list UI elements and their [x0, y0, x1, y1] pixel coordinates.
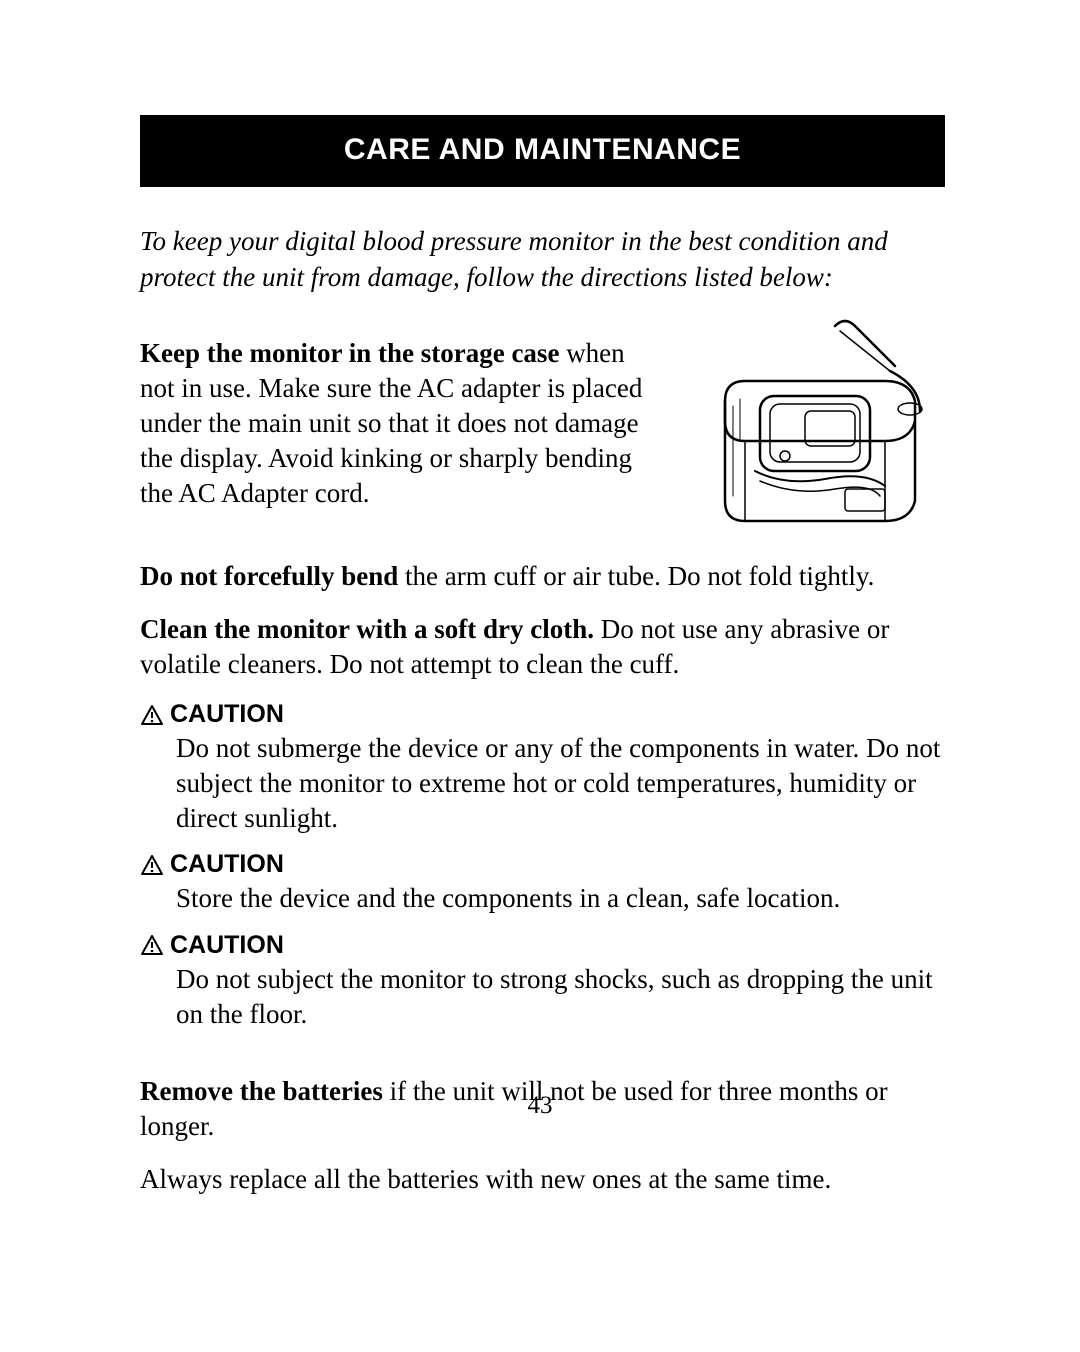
warning-triangle-icon — [140, 934, 164, 956]
storage-case-illustration — [685, 311, 945, 541]
warning-triangle-icon — [140, 704, 164, 726]
caution-block-1: CAUTION Do not submerge the device or an… — [140, 700, 945, 836]
replace-paragraph: Always replace all the batteries with ne… — [140, 1162, 945, 1197]
page-number: 43 — [0, 1092, 1080, 1120]
caution-block-2: CAUTION Store the device and the compone… — [140, 850, 945, 916]
clean-bold: Clean the monitor with a soft dry cloth. — [140, 614, 594, 644]
caution-heading: CAUTION — [140, 700, 945, 729]
storage-paragraph: Keep the monitor in the storage case whe… — [140, 336, 655, 541]
caution-text-1: Do not submerge the device or any of the… — [140, 731, 945, 836]
clean-paragraph: Clean the monitor with a soft dry cloth.… — [140, 612, 945, 682]
bend-paragraph: Do not forcefully bend the arm cuff or a… — [140, 559, 945, 594]
warning-triangle-icon — [140, 854, 164, 876]
caution-heading: CAUTION — [140, 931, 945, 960]
caution-block-3: CAUTION Do not subject the monitor to st… — [140, 931, 945, 1032]
caution-label: CAUTION — [170, 700, 284, 729]
storage-bold: Keep the monitor in the storage case — [140, 338, 559, 368]
section-banner: CARE AND MAINTENANCE — [140, 115, 945, 187]
caution-label: CAUTION — [170, 850, 284, 879]
bend-rest: the arm cuff or air tube. Do not fold ti… — [398, 561, 874, 591]
caution-heading: CAUTION — [140, 850, 945, 879]
caution-text-3: Do not subject the monitor to strong sho… — [140, 962, 945, 1032]
caution-label: CAUTION — [170, 931, 284, 960]
caution-text-2: Store the device and the components in a… — [140, 881, 945, 916]
bend-bold: Do not forcefully bend — [140, 561, 398, 591]
intro-paragraph: To keep your digital blood pressure moni… — [140, 223, 945, 296]
manual-page: CARE AND MAINTENANCE To keep your digita… — [0, 0, 1080, 1352]
storage-row: Keep the monitor in the storage case whe… — [140, 336, 945, 541]
